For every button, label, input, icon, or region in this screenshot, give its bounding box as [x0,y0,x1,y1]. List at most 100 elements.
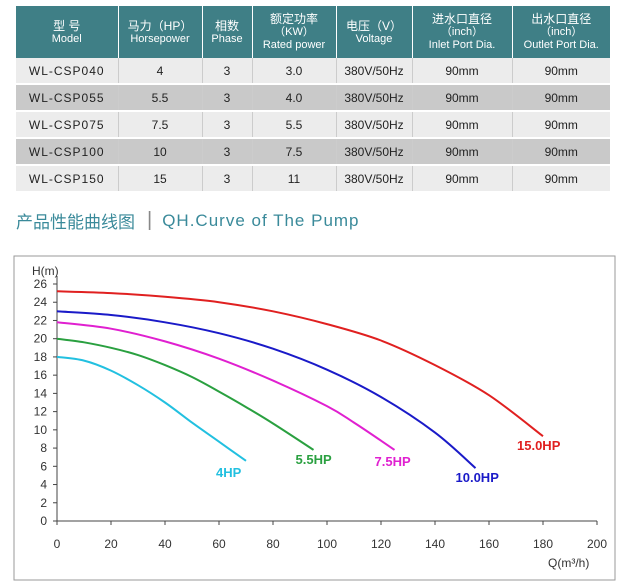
x-tick-label: 20 [104,537,118,551]
table-row: WL-CSP040 4 3 3.0 380V/50Hz 90mm 90mm [16,58,610,85]
y-tick-label: 18 [34,350,48,364]
table-cell-voltage: 380V/50Hz [336,58,413,85]
table-cell-rated-power: 3.0 [252,58,337,85]
header-model: 型 号 Model [16,6,119,58]
y-tick-label: 8 [40,441,47,455]
table-cell-phase: 3 [202,165,253,193]
header-rated-power-cn: 额定功率 [269,12,318,26]
section-title-cn: 产品性能曲线图 [16,213,135,232]
table-row: WL-CSP075 7.5 3 5.5 380V/50Hz 90mm 90mm [16,111,610,139]
y-tick-label: 2 [40,496,47,510]
table-cell-voltage: 380V/50Hz [336,165,413,193]
series-label: 5.5HP [296,452,332,467]
series-line-15-0hp [56,290,544,437]
table-cell-rated-power: 11 [252,165,337,193]
table-cell-rated-power: 5.5 [252,111,337,139]
table-cell-phase: 3 [202,111,253,139]
table-row: WL-CSP100 10 3 7.5 380V/50Hz 90mm 90mm [16,138,610,166]
series-label: 15.0HP [517,438,561,453]
table-cell-model: WL-CSP075 [16,111,119,139]
y-tick-label: 26 [34,277,48,291]
y-tick-label: 12 [34,405,48,419]
header-phase: 相数 Phase [202,6,253,58]
x-tick-label: 100 [317,537,337,551]
header-inlet: 进水口直径 （inch） Inlet Port Dia. [412,6,513,58]
y-tick-label: 20 [34,332,48,346]
table-cell-voltage: 380V/50Hz [336,138,413,166]
header-outlet-unit: （inch） [540,26,583,38]
y-tick-label: 16 [34,368,48,382]
table-cell-inlet: 90mm [412,58,513,85]
table-cell-outlet: 90mm [512,84,610,112]
header-voltage: 电压（V） Voltage [336,6,413,58]
section-title-en: QH.Curve of The Pump [162,210,360,230]
header-outlet-cn: 出水口直径 [531,12,592,26]
series-line-10-0hp [56,310,477,469]
table-cell-inlet: 90mm [412,84,513,112]
y-tick-label: 0 [40,514,47,528]
table-cell-outlet: 90mm [512,138,610,166]
table-cell-outlet: 90mm [512,58,610,85]
table-cell-horsepower: 15 [118,165,203,193]
section-title-divider: | [147,209,153,231]
table-cell-phase: 3 [202,138,253,166]
table-cell-horsepower: 5.5 [118,84,203,112]
header-inlet-unit: （inch） [440,26,484,38]
series-line-7-5hp [56,321,396,451]
chart-frame [13,255,616,581]
y-tick-label: 6 [40,459,47,473]
header-inlet-cn: 进水口直径 [431,12,492,26]
x-tick-label: 140 [425,537,445,551]
header-rated-power: 额定功率 （KW） Rated power [252,6,337,58]
y-tick-label: 22 [34,313,48,327]
table-cell-inlet: 90mm [412,111,513,139]
table-cell-phase: 3 [202,84,253,112]
header-model-en: Model [51,32,82,45]
x-tick-label: 120 [371,537,391,551]
x-tick-label: 180 [533,537,553,551]
header-phase-en: Phase [211,32,243,45]
table-cell-horsepower: 7.5 [118,111,203,139]
section-title: 产品性能曲线图 | QH.Curve of The Pump [16,208,360,234]
y-tick-label: 4 [40,478,47,492]
y-tick-label: 10 [34,423,48,437]
table-cell-outlet: 90mm [512,111,610,139]
table-cell-inlet: 90mm [412,165,513,193]
header-rated-power-unit: （KW） [274,26,314,38]
header-phase-cn: 相数 [214,18,239,33]
header-horsepower-cn: 马力（HP） [127,18,193,33]
table-cell-horsepower: 10 [118,138,203,166]
spec-table: 型 号 Model 马力（HP） Horsepower 相数 Phase 额定功率 （K… [16,6,610,193]
table-cell-model: WL-CSP150 [16,165,119,193]
table-cell-phase: 3 [202,58,253,85]
header-horsepower-en: Horsepower [130,32,190,45]
table-cell-rated-power: 7.5 [252,138,337,166]
series-label: 7.5HP [375,454,411,469]
table-cell-voltage: 380V/50Hz [336,111,413,139]
series-label: 4HP [216,465,242,480]
header-inlet-en: Inlet Port Dia. [428,39,496,51]
table-cell-model: WL-CSP040 [16,58,119,85]
series-line-4hp [56,355,247,462]
table-row: WL-CSP055 5.5 3 4.0 380V/50Hz 90mm 90mm [16,84,610,112]
x-tick-label: 160 [479,537,499,551]
y-tick-label: 24 [34,295,48,309]
table-cell-horsepower: 4 [118,58,203,85]
table-cell-rated-power: 4.0 [252,84,337,112]
header-outlet-en: Outlet Port Dia. [523,39,599,51]
y-tick-label: 14 [34,386,48,400]
header-model-cn: 型 号 [53,18,81,33]
header-rated-power-en: Rated power [262,39,326,51]
table-cell-model: WL-CSP100 [16,138,119,166]
x-axis-title: Q(m³/h) [548,556,589,570]
x-tick-label: 0 [54,537,61,551]
header-horsepower: 马力（HP） Horsepower [118,6,203,58]
x-tick-label: 40 [158,537,172,551]
table-cell-voltage: 380V/50Hz [336,84,413,112]
x-tick-label: 200 [587,537,607,551]
table-cell-outlet: 90mm [512,165,610,193]
x-tick-label: 80 [266,537,280,551]
table-cell-model: WL-CSP055 [16,84,119,112]
header-voltage-cn: 电压（V） [345,18,402,33]
